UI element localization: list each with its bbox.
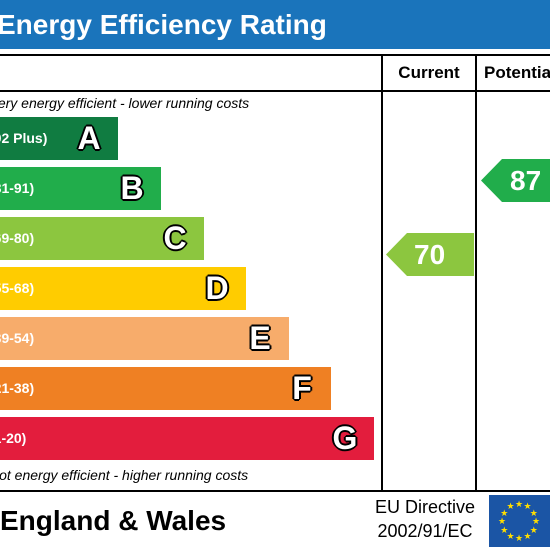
potential-rating-value: 87: [510, 165, 542, 196]
current-rating-value: 70: [414, 239, 446, 270]
header-row-divider: [0, 90, 550, 92]
note-inefficient: Not energy efficient - higher running co…: [0, 467, 249, 483]
eu-star-icon: ★: [532, 516, 541, 526]
eu-star-icon: ★: [523, 530, 532, 541]
band-letter: F: [292, 370, 312, 406]
band-e: (39-54) E: [0, 317, 289, 360]
band-letter: A: [77, 120, 101, 156]
potential-arrow-shape: [481, 159, 550, 202]
eu-star-icon: ★: [529, 524, 538, 535]
band-range-label: (69-80): [0, 230, 35, 246]
potential-rating-arrow: 87: [481, 159, 550, 202]
note-efficient: Very energy efficient - lower running co…: [0, 95, 250, 111]
band-letter: G: [332, 420, 358, 456]
eu-star-icon: ★: [515, 533, 524, 543]
eu-star-icon: ★: [523, 501, 532, 512]
header-bar: [0, 0, 550, 49]
eu-flag-icon: ★ ★ ★ ★ ★ ★ ★ ★ ★ ★ ★ ★: [489, 495, 550, 547]
eu-star-icon: ★: [506, 530, 515, 541]
eu-star-icon: ★: [506, 501, 515, 512]
eu-star-icon: ★: [500, 507, 509, 518]
current-rating-arrow: 70: [386, 233, 474, 276]
band-b: (81-91) B: [0, 167, 161, 210]
potential-column-divider: [475, 54, 477, 492]
band-a: (92 Plus) A: [0, 117, 118, 160]
band-f: (21-38) F: [0, 367, 331, 410]
eu-star-icon: ★: [498, 516, 507, 526]
band-range-label: (1-20): [0, 430, 27, 446]
band-c: (69-80) C: [0, 217, 204, 260]
band-g: (1-20) G: [0, 417, 374, 460]
eu-star-icon: ★: [500, 524, 509, 535]
band-range-label: (55-68): [0, 280, 35, 296]
current-arrow-shape: [386, 233, 474, 276]
eu-star-icon: ★: [529, 507, 538, 518]
band-range-label: (21-38): [0, 380, 35, 396]
band-letter: D: [205, 270, 229, 306]
band-range-label: (81-91): [0, 180, 35, 196]
potential-column-header: Potential: [484, 63, 550, 82]
directive-line-2: 2002/91/EC: [377, 521, 473, 541]
band-range-label: (39-54): [0, 330, 35, 346]
eu-star-icon: ★: [515, 499, 524, 509]
current-column-divider: [381, 54, 383, 492]
rating-table-frame: [0, 54, 550, 492]
country-label: England & Wales: [0, 505, 227, 536]
band-letter: E: [249, 320, 271, 356]
band-letter: C: [163, 220, 187, 256]
band-d: (55-68) D: [0, 267, 246, 310]
directive-line-1: EU Directive: [374, 497, 476, 517]
page-title: Energy Efficiency Rating: [0, 9, 327, 40]
band-letter: B: [120, 170, 144, 206]
current-column-header: Current: [398, 63, 460, 82]
band-range-label: (92 Plus): [0, 130, 48, 146]
